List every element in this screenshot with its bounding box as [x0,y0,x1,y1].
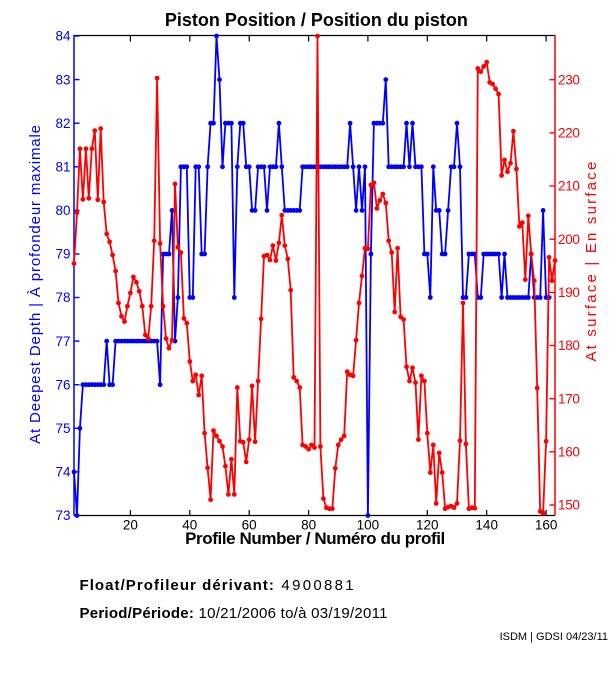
svg-text:Period/Période: 10/21/2006 to/: Period/Période: 10/21/2006 to/à 03/19/20… [80,605,388,622]
svg-text:77: 77 [55,334,70,349]
svg-text:210: 210 [558,179,580,194]
svg-text:40: 40 [182,518,197,533]
svg-text:120: 120 [416,518,439,533]
svg-text:73: 73 [55,508,70,523]
svg-text:160: 160 [535,518,558,533]
svg-text:82: 82 [55,116,70,131]
svg-text:Float/Profileur dérivant: 4900: Float/Profileur dérivant: 4900881 [80,577,356,594]
svg-text:160: 160 [558,445,580,460]
svg-text:Piston Position / Position du: Piston Position / Position du piston [165,10,468,30]
svg-text:81: 81 [55,160,70,175]
svg-text:75: 75 [55,421,70,436]
svg-text:80: 80 [301,518,316,533]
svg-text:140: 140 [475,518,498,533]
svg-text:20: 20 [123,518,138,533]
svg-text:At Deepest Depth | À profondeu: At Deepest Depth | À profondeur maximale [27,124,44,444]
svg-text:150: 150 [558,498,580,513]
svg-text:80: 80 [55,203,70,218]
svg-text:74: 74 [55,465,71,480]
svg-text:83: 83 [55,72,70,87]
svg-text:230: 230 [558,72,580,87]
svg-text:60: 60 [242,518,257,533]
svg-text:76: 76 [55,377,70,392]
svg-text:170: 170 [558,391,580,406]
svg-text:200: 200 [558,232,580,247]
svg-text:100: 100 [357,518,380,533]
svg-text:ISDM | GDSI 04/23/11: ISDM | GDSI 04/23/11 [500,631,608,643]
svg-text:Profile Number / Numéro du pro: Profile Number / Numéro du profil [185,529,445,548]
svg-text:84: 84 [55,29,71,44]
svg-text:180: 180 [558,338,580,353]
svg-text:78: 78 [55,290,70,305]
svg-text:At surface | En surface: At surface | En surface [583,159,600,361]
svg-text:220: 220 [558,126,580,141]
svg-text:190: 190 [558,285,580,300]
svg-text:79: 79 [55,247,70,262]
